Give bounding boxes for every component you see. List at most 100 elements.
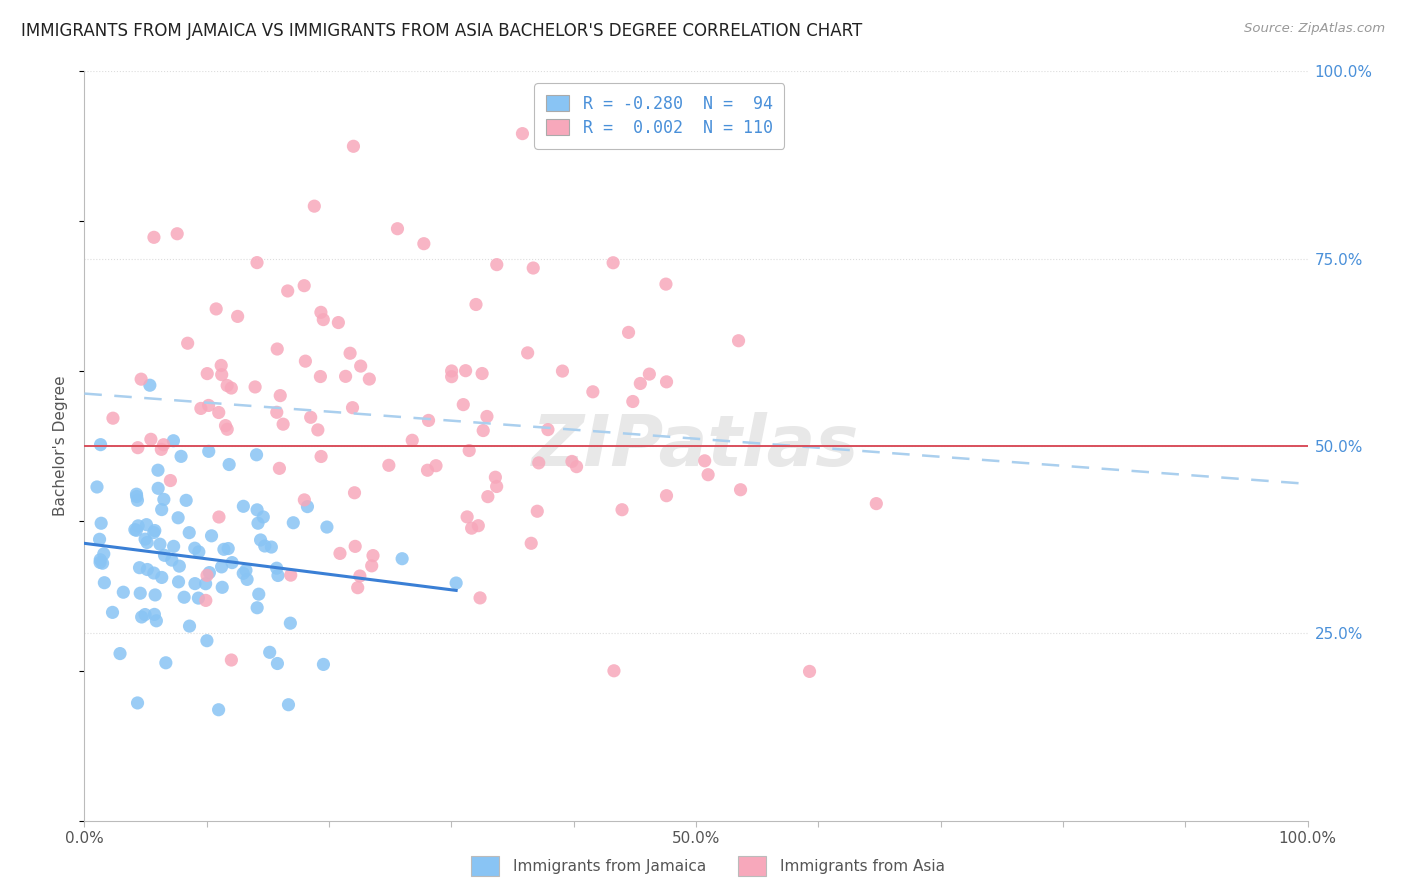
Point bbox=[799, 665, 821, 679]
Point bbox=[127, 441, 149, 455]
Point bbox=[294, 354, 316, 368]
Point bbox=[344, 540, 367, 554]
Point bbox=[211, 368, 233, 382]
Point bbox=[195, 568, 218, 582]
Point bbox=[460, 521, 482, 535]
Point bbox=[440, 364, 463, 378]
Point bbox=[425, 458, 447, 473]
Point bbox=[187, 545, 209, 559]
Point bbox=[198, 566, 221, 580]
Point bbox=[194, 576, 217, 591]
Point bbox=[91, 556, 114, 570]
Point bbox=[125, 490, 148, 504]
Point bbox=[135, 517, 157, 532]
Point bbox=[412, 236, 434, 251]
Point bbox=[245, 448, 267, 462]
Point bbox=[297, 500, 319, 514]
Point bbox=[136, 562, 159, 576]
Point bbox=[418, 413, 440, 427]
Point bbox=[214, 418, 236, 433]
Point bbox=[205, 301, 228, 316]
Point bbox=[304, 199, 326, 213]
Point bbox=[485, 479, 508, 493]
Point bbox=[89, 552, 111, 566]
Point bbox=[187, 591, 209, 606]
Point bbox=[454, 364, 477, 378]
Point bbox=[221, 653, 243, 667]
Point bbox=[142, 525, 165, 540]
Point bbox=[212, 542, 235, 557]
Point bbox=[299, 410, 322, 425]
Point bbox=[197, 444, 219, 458]
Point bbox=[266, 561, 288, 575]
Point bbox=[217, 541, 239, 556]
Point bbox=[195, 367, 218, 381]
Point bbox=[179, 525, 201, 540]
Point bbox=[458, 443, 481, 458]
Point bbox=[697, 467, 720, 482]
Point bbox=[451, 398, 474, 412]
Point bbox=[471, 367, 494, 381]
Point bbox=[129, 372, 152, 386]
Point bbox=[190, 401, 212, 416]
Point bbox=[526, 504, 548, 518]
Point bbox=[217, 422, 239, 436]
Point bbox=[617, 326, 640, 340]
Point bbox=[259, 645, 281, 659]
Point bbox=[246, 255, 269, 269]
Point bbox=[485, 258, 508, 272]
Point bbox=[655, 277, 678, 292]
Point bbox=[197, 399, 219, 413]
Point bbox=[472, 424, 495, 438]
Point bbox=[150, 570, 173, 584]
Point bbox=[512, 127, 534, 141]
Point bbox=[246, 600, 269, 615]
Point bbox=[565, 459, 588, 474]
Point bbox=[211, 560, 233, 574]
Point bbox=[522, 260, 544, 275]
Point bbox=[167, 574, 190, 589]
Point bbox=[226, 310, 249, 324]
Point bbox=[253, 539, 276, 553]
Point bbox=[444, 576, 467, 591]
Point bbox=[316, 520, 339, 534]
Point bbox=[865, 497, 887, 511]
Point bbox=[582, 384, 605, 399]
Point bbox=[90, 437, 112, 451]
Point bbox=[246, 503, 269, 517]
Point bbox=[343, 485, 366, 500]
Point bbox=[277, 698, 299, 712]
Point bbox=[280, 568, 302, 582]
Point bbox=[150, 502, 173, 516]
Point bbox=[387, 221, 409, 235]
Point bbox=[162, 540, 184, 554]
Point bbox=[359, 372, 381, 386]
Point bbox=[146, 481, 169, 495]
Point bbox=[152, 438, 174, 452]
Point bbox=[169, 559, 191, 574]
Point bbox=[283, 516, 305, 530]
Point bbox=[217, 378, 239, 392]
Point bbox=[218, 458, 240, 472]
Point bbox=[312, 657, 335, 672]
Point bbox=[247, 587, 270, 601]
Point bbox=[328, 316, 350, 330]
Point bbox=[89, 556, 111, 570]
Point bbox=[173, 591, 195, 605]
Point bbox=[561, 454, 583, 468]
Point bbox=[360, 558, 382, 573]
Point bbox=[112, 585, 135, 599]
Point bbox=[127, 493, 149, 508]
Point bbox=[232, 566, 254, 581]
Point bbox=[467, 518, 489, 533]
Point bbox=[277, 284, 299, 298]
Point bbox=[520, 536, 543, 550]
Legend: R = -0.280  N =  94, R =  0.002  N = 110: R = -0.280 N = 94, R = 0.002 N = 110 bbox=[534, 84, 785, 149]
Point bbox=[131, 610, 153, 624]
Point bbox=[246, 516, 269, 531]
Text: Immigrants from Jamaica: Immigrants from Jamaica bbox=[513, 859, 706, 873]
Point bbox=[195, 633, 218, 648]
Y-axis label: Bachelor's Degree: Bachelor's Degree bbox=[53, 376, 69, 516]
Point bbox=[350, 359, 373, 373]
Point bbox=[628, 376, 651, 391]
